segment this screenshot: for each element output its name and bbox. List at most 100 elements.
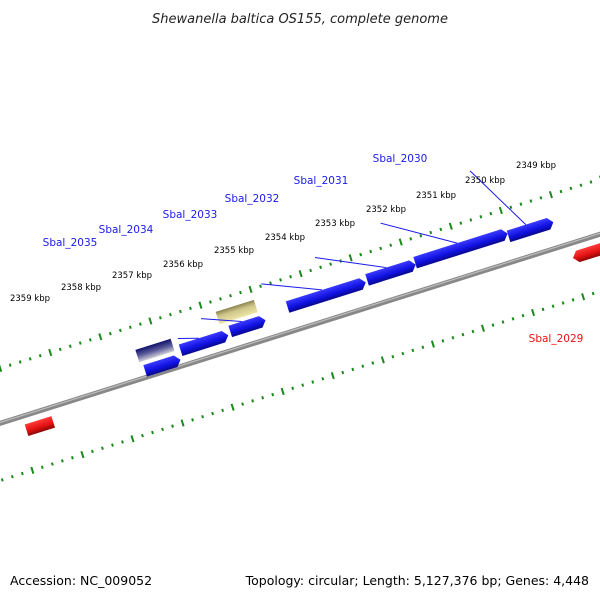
inner-minor-tick: [40, 465, 44, 469]
inner-minor-tick: [201, 414, 204, 419]
outer-minor-tick: [28, 357, 32, 361]
gene-arrow-sbal-2035[interactable]: [178, 329, 230, 356]
gene-arrow-sbal-2032[interactable]: [365, 259, 417, 286]
inner-minor-tick: [441, 339, 445, 343]
outer-minor-tick: [309, 268, 313, 273]
inner-major-tick: [531, 308, 536, 317]
outer-minor-tick: [329, 262, 333, 266]
gene-label-sbal-2031[interactable]: Sbal_2031: [294, 175, 349, 187]
inner-minor-tick: [261, 396, 265, 400]
outer-minor-tick: [219, 297, 222, 301]
outer-minor-tick: [269, 281, 272, 285]
inner-minor-tick: [91, 449, 94, 454]
gene-arrow-sbal-2030[interactable]: [506, 216, 555, 243]
inner-minor-tick: [60, 459, 64, 463]
inner-minor-tick: [70, 456, 74, 460]
inner-minor-tick: [461, 332, 465, 337]
outer-minor-tick: [409, 237, 413, 241]
outer-major-tick: [198, 301, 203, 309]
gene-label-sbal-2029[interactable]: Sbal_2029: [529, 333, 584, 345]
outer-minor-tick: [169, 312, 172, 317]
inner-minor-tick: [351, 367, 355, 372]
inner-major-tick: [581, 293, 586, 301]
outer-minor-tick: [369, 249, 373, 254]
inner-minor-tick: [361, 364, 365, 368]
inner-minor-tick: [471, 329, 475, 334]
inner-major-tick: [230, 403, 235, 411]
scale-label: 2351 kbp: [416, 191, 456, 201]
connector-sbal-2030: [469, 170, 527, 225]
outer-minor-tick: [559, 189, 563, 194]
outer-minor-tick: [209, 300, 212, 304]
scale-label: 2359 kbp: [10, 294, 50, 304]
gene-arrow-sbal-2034[interactable]: [228, 315, 267, 338]
gene-arrow-sbal-2033[interactable]: [285, 277, 368, 313]
outer-minor-tick: [379, 246, 383, 251]
outer-minor-tick: [179, 309, 182, 314]
inner-major-tick: [80, 450, 85, 459]
outer-major-tick: [48, 348, 53, 357]
gene-label-sbal-2033[interactable]: Sbal_2033: [163, 209, 218, 221]
inner-minor-tick: [191, 418, 194, 422]
gene-label-sbal-2030[interactable]: Sbal_2030: [373, 153, 428, 165]
gene-labels: Sbal_2030 Sbal_2031 Sbal_2032 Sbal_2033 …: [43, 153, 584, 345]
inner-minor-tick: [371, 361, 375, 365]
gene-arrow-sbal-2031[interactable]: [413, 228, 509, 269]
outer-minor-tick: [469, 218, 473, 222]
outer-minor-tick: [259, 284, 262, 288]
inner-minor-tick: [151, 430, 154, 435]
inner-minor-tick: [221, 408, 225, 413]
scale-label: 2358 kbp: [61, 283, 101, 293]
gene-arrow-downstream-left[interactable]: [24, 416, 56, 436]
outer-minor-tick: [279, 278, 282, 282]
inner-major-tick: [330, 372, 335, 380]
outer-minor-tick: [138, 322, 142, 326]
gene-label-sbal-2035[interactable]: Sbal_2035: [43, 237, 98, 249]
inner-minor-tick: [511, 317, 515, 321]
outer-major-tick: [0, 364, 3, 372]
accession-text: Accession: NC_009052: [10, 573, 153, 588]
genome-backbone-shine: [0, 204, 600, 447]
outer-minor-tick: [519, 202, 523, 206]
inner-minor-tick: [271, 392, 275, 397]
rotated-track: [0, 170, 600, 482]
scale-labels: 2349 kbp 2350 kbp 2351 kbp 2352 kbp 2353…: [10, 161, 556, 304]
label-connectors: [177, 170, 527, 339]
outer-minor-tick: [419, 233, 423, 238]
outer-major-tick: [398, 238, 403, 246]
outer-minor-tick: [128, 325, 132, 330]
outer-minor-tick: [229, 293, 232, 298]
gene-label-sbal-2034[interactable]: Sbal_2034: [99, 224, 154, 236]
inner-minor-tick: [171, 424, 174, 428]
outer-major-tick: [548, 191, 553, 199]
inner-minor-tick: [111, 443, 114, 447]
inner-minor-tick: [571, 298, 575, 302]
connector-sbal-2032: [314, 257, 387, 269]
gene-arrow-upstream[interactable]: [143, 354, 182, 377]
inner-minor-tick: [591, 291, 595, 296]
outer-minor-tick: [239, 290, 242, 295]
outer-minor-tick: [489, 211, 493, 216]
inner-minor-tick: [401, 351, 405, 356]
inner-minor-tick: [491, 323, 495, 327]
outer-minor-tick: [68, 344, 72, 348]
inner-minor-tick: [251, 399, 255, 403]
scale-label: 2357 kbp: [112, 271, 152, 281]
inner-major-tick: [130, 435, 135, 443]
inner-minor-tick: [241, 402, 245, 406]
scale-label: 2349 kbp: [516, 161, 556, 171]
inner-major-tick: [280, 387, 285, 396]
outer-major-tick: [448, 222, 453, 230]
feature-khaki[interactable]: [215, 299, 258, 325]
feature-navy[interactable]: [135, 338, 175, 363]
outer-minor-tick: [289, 275, 292, 279]
gene-label-sbal-2032[interactable]: Sbal_2032: [225, 193, 280, 205]
connector-sbal-2031: [380, 222, 458, 244]
outer-minor-tick: [389, 243, 393, 247]
scale-label: 2356 kbp: [163, 260, 203, 270]
inner-minor-tick: [551, 304, 555, 308]
outer-minor-tick: [118, 328, 122, 333]
inner-minor-tick: [291, 386, 295, 391]
outer-minor-tick: [529, 199, 533, 203]
